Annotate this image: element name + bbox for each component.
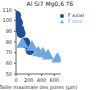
- svg-text:70: 70: [8, 49, 12, 55]
- svg-text:400: 400: [37, 77, 47, 83]
- svg-text:Taille maximale des pores (µm): Taille maximale des pores (µm): [8, 84, 77, 90]
- svg-text:600: 600: [50, 77, 60, 83]
- svg-text:0: 0: [14, 77, 17, 83]
- svg-text:200: 200: [24, 77, 34, 83]
- svg-text:80: 80: [8, 39, 12, 45]
- html-text:F axial: F axial: [67, 12, 84, 18]
- svg-text:50: 50: [8, 71, 12, 77]
- html-text:F tors: F tors: [67, 18, 82, 24]
- svg-text:90: 90: [8, 28, 12, 34]
- svg-text:100: 100: [8, 17, 12, 23]
- svg-text:110: 110: [8, 8, 12, 13]
- svg-text:60: 60: [8, 60, 12, 66]
- html-text:Al Si7 Mg0,6 T6: Al Si7 Mg0,6 T6: [26, 0, 74, 7]
